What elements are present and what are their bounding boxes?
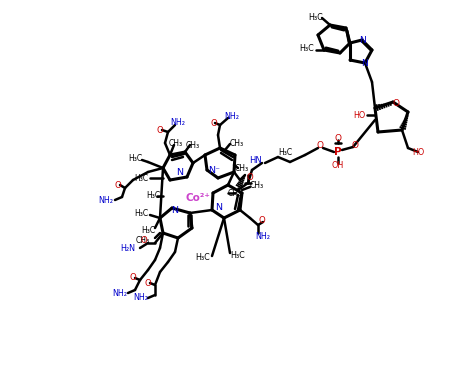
Text: NH₂: NH₂ (256, 231, 270, 241)
Text: P: P (334, 147, 342, 157)
Text: O: O (259, 215, 266, 225)
Text: H₃C: H₃C (128, 154, 142, 162)
Text: O: O (211, 118, 217, 128)
Text: H₃C: H₃C (230, 251, 245, 259)
Text: CH₃: CH₃ (250, 181, 264, 189)
Text: NH₂: NH₂ (133, 293, 148, 303)
Text: HO: HO (412, 147, 424, 157)
Text: H₂N: H₂N (120, 243, 135, 253)
Text: N: N (360, 36, 366, 44)
Text: O: O (157, 126, 163, 134)
Text: H₃C: H₃C (299, 44, 314, 52)
Text: O: O (247, 173, 253, 181)
Text: N⁻: N⁻ (208, 165, 220, 175)
Text: N: N (171, 206, 179, 215)
Text: N: N (362, 58, 369, 68)
Text: NH₂: NH₂ (112, 288, 127, 298)
Text: O: O (392, 99, 400, 107)
Text: O: O (351, 141, 359, 149)
Text: NH₂: NH₂ (98, 196, 113, 204)
Text: N: N (216, 202, 222, 212)
Text: O: O (316, 141, 324, 149)
Text: O: O (130, 274, 136, 283)
Text: O: O (141, 235, 148, 244)
Text: O: O (115, 181, 122, 189)
Text: HO: HO (353, 110, 365, 120)
Text: H₃C: H₃C (195, 254, 210, 262)
Text: HN: HN (249, 155, 262, 165)
Text: H₃C: H₃C (134, 209, 148, 217)
Text: Co²⁺: Co²⁺ (185, 193, 211, 203)
Text: CH₃: CH₃ (230, 139, 244, 147)
Text: O: O (144, 278, 151, 288)
Text: CH₃: CH₃ (235, 163, 249, 173)
Text: H₃C: H₃C (141, 225, 155, 235)
Text: H₃C: H₃C (308, 13, 323, 21)
Text: CH₃: CH₃ (169, 139, 183, 147)
Text: H₃C: H₃C (278, 147, 292, 157)
Text: NH₂: NH₂ (171, 118, 185, 126)
Text: N: N (176, 167, 184, 176)
Text: H₃C: H₃C (146, 191, 160, 199)
Text: NH₂: NH₂ (225, 112, 239, 120)
Text: CH₃: CH₃ (186, 141, 200, 149)
Text: CH₃: CH₃ (228, 188, 242, 197)
Text: H₃C: H₃C (134, 173, 148, 183)
Text: CH₃: CH₃ (136, 235, 150, 244)
Text: O: O (334, 133, 342, 142)
Text: OH: OH (332, 160, 344, 170)
